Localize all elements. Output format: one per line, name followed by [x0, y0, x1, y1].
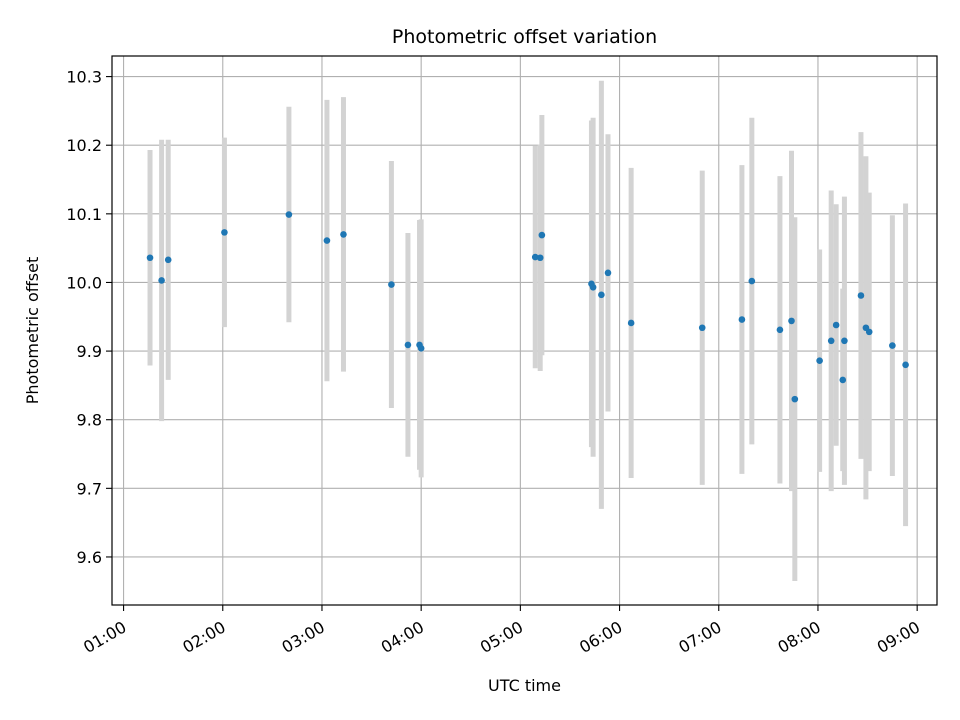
grid-lines — [112, 56, 937, 605]
data-point — [839, 376, 847, 384]
data-point — [146, 254, 154, 262]
data-point — [865, 328, 873, 336]
data-point — [531, 253, 539, 261]
data-point — [323, 237, 331, 244]
data-point — [698, 324, 706, 332]
y-tick-label: 10.0 — [66, 273, 102, 292]
y-tick-label: 10.3 — [66, 68, 102, 87]
data-point — [536, 254, 544, 262]
data-point — [604, 269, 612, 277]
data-point — [748, 277, 756, 285]
data-point — [827, 337, 835, 345]
data-point — [589, 283, 597, 291]
data-point — [788, 317, 795, 325]
data-point — [388, 281, 395, 288]
data-point — [841, 337, 848, 345]
plot-frame — [111, 55, 938, 606]
x-axis-title: UTC time — [488, 676, 561, 695]
data-point — [889, 342, 896, 349]
y-tick-label: 9.6 — [77, 548, 102, 567]
data-point — [221, 229, 228, 236]
data-point — [857, 292, 865, 299]
data-point — [417, 345, 425, 352]
chart-title: Photometric offset variation — [392, 26, 657, 48]
data-point — [285, 211, 293, 218]
data-point — [902, 361, 909, 369]
data-point — [404, 341, 412, 349]
y-tick-label: 10.2 — [66, 136, 102, 155]
data-point — [164, 256, 172, 264]
data-point — [158, 277, 165, 284]
data-point — [538, 231, 546, 239]
y-tick-label: 9.9 — [77, 342, 102, 361]
data-point — [340, 231, 347, 238]
y-axis-ticks: 9.6 9.7 9.8 9.9 10.0 10.1 10.2 10.3 — [66, 68, 112, 567]
data-points — [146, 211, 909, 403]
data-point — [738, 316, 746, 323]
data-point — [791, 395, 799, 403]
y-tick-label: 9.8 — [77, 411, 102, 430]
data-point — [776, 326, 784, 334]
data-point — [832, 321, 840, 329]
y-tick-label: 9.7 — [77, 479, 102, 498]
data-point — [598, 291, 605, 299]
y-axis-title: Photometric offset — [23, 257, 42, 405]
data-point — [627, 319, 635, 327]
y-tick-label: 10.1 — [66, 205, 102, 224]
data-point — [816, 357, 823, 364]
